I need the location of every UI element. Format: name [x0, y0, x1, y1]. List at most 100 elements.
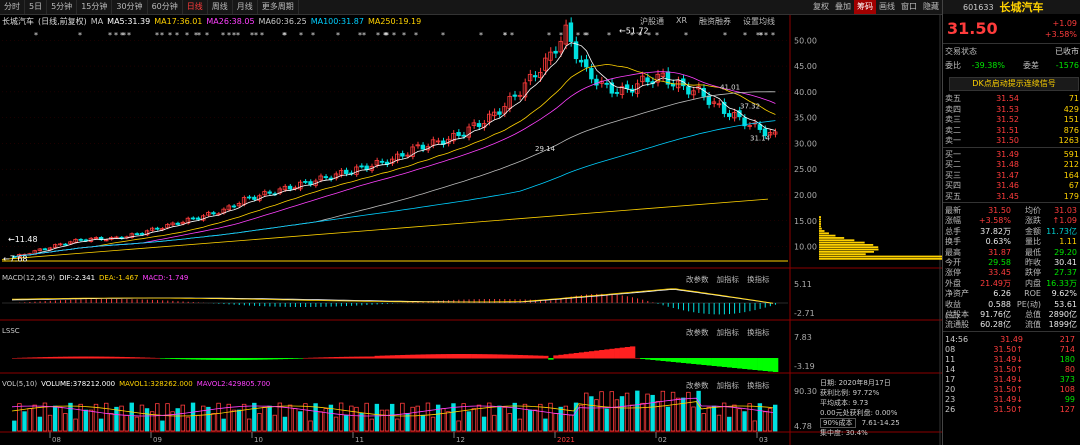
stat-row: 今开 29.58 昨收 30.41	[945, 257, 1079, 268]
lssc-bar	[446, 354, 451, 358]
vol-bar	[186, 417, 190, 431]
candle-body	[360, 166, 364, 167]
toolbar-btn-5[interactable]: 隐藏	[920, 0, 942, 14]
chip-bar	[819, 239, 854, 241]
vol-bar	[763, 412, 767, 431]
chart-link-0[interactable]: 沪股通	[640, 16, 664, 27]
lssc-bar	[477, 354, 482, 358]
vol-bar	[528, 410, 532, 431]
lssc-bar	[589, 351, 594, 358]
chip-bar	[819, 244, 873, 246]
event-marker: *	[194, 31, 198, 40]
period-tab-7[interactable]: 周线	[208, 0, 233, 14]
period-tab-4[interactable]: 30分钟	[112, 0, 147, 14]
lssc-bar	[569, 354, 574, 359]
event-marker: *	[358, 31, 362, 40]
chip-cost-select[interactable]: 90%成本	[820, 418, 856, 428]
lssc-bar	[293, 358, 298, 359]
bid-price: 31.48	[979, 159, 1019, 170]
chart-link-2[interactable]: 融资融券	[699, 16, 731, 27]
chip-bar	[819, 230, 825, 232]
period-tab-1[interactable]: 5日	[25, 0, 47, 14]
toolbar-btn-2[interactable]: 筹码	[854, 0, 876, 14]
event-marker: *	[260, 31, 264, 40]
macd-btns-2[interactable]: 换指标	[747, 274, 770, 285]
lssc-bar	[523, 355, 528, 358]
event-marker: *	[607, 31, 611, 40]
vol-bar	[441, 409, 445, 431]
lssc-bar	[124, 357, 129, 358]
chart-canvas[interactable]: 50.00 45.00 40.00 35.00 30.00 25.00 20.00 15.00…	[0, 0, 942, 445]
stock-code: 601633	[963, 3, 994, 12]
lssc-bar	[155, 358, 160, 359]
lssc-btns-0[interactable]: 改参数	[686, 327, 709, 338]
period-tab-5[interactable]: 60分钟	[148, 0, 183, 14]
event-marker: *	[311, 31, 315, 40]
vol-bar	[201, 406, 205, 431]
lssc-bar	[313, 358, 318, 359]
lssc-bar	[329, 357, 334, 358]
vol-bar	[319, 412, 323, 431]
event-marker: *	[205, 31, 209, 40]
period-tab-0[interactable]: 分时	[0, 0, 25, 14]
vol-bar	[692, 407, 696, 431]
vol-bar	[712, 406, 716, 431]
candle-body	[421, 145, 425, 149]
vol-bar	[247, 419, 251, 431]
vol-bar	[370, 419, 374, 431]
vol-btns-0[interactable]: 改参数	[686, 380, 709, 391]
vol-bar	[533, 410, 537, 431]
signal-button[interactable]: DK点启动提示连续信号	[949, 77, 1079, 91]
vol-bar	[426, 403, 430, 431]
lssc-bar	[431, 354, 436, 358]
chart-link-3[interactable]: 设置均线	[743, 16, 775, 27]
lssc-bar	[390, 355, 395, 358]
macd-btns-1[interactable]: 加指标	[717, 274, 740, 285]
period-tab-2[interactable]: 5分钟	[47, 0, 77, 14]
stat-label: 昨收	[1011, 257, 1041, 268]
stat-value: 53.61	[1041, 299, 1077, 310]
lssc-btns-1[interactable]: 加指标	[717, 327, 740, 338]
stat-row: 收益(三) 0.588 PE(动) 53.61	[945, 299, 1079, 310]
chip-bar	[819, 216, 821, 218]
chip-cost-row: 90%成本 7.61-14.25	[820, 418, 940, 428]
y-tick-label: 35.00	[794, 114, 817, 123]
lssc-bar	[68, 357, 73, 359]
ma-line-100	[15, 121, 776, 257]
ma-label-3: MA26:38.05	[206, 17, 254, 26]
period-tab-3[interactable]: 15分钟	[77, 0, 112, 14]
vol-bar	[94, 404, 98, 431]
price-change-pct: +3.58%	[1037, 29, 1077, 40]
lssc-bar	[671, 358, 676, 362]
lssc-btns-2[interactable]: 换指标	[747, 327, 770, 338]
toolbar-btn-4[interactable]: 窗口	[898, 0, 920, 14]
candle-body	[477, 123, 481, 126]
vol-bar	[513, 403, 517, 431]
lssc-bar	[145, 358, 150, 359]
lssc-bar	[83, 357, 88, 359]
lssc-bar	[226, 358, 231, 360]
stat-label: 涨幅	[945, 215, 975, 226]
bid-volume: 67	[1019, 180, 1079, 191]
macd-btns-0[interactable]: 改参数	[686, 274, 709, 285]
event-marker: *	[771, 31, 775, 40]
vol-btns-2[interactable]: 换指标	[747, 380, 770, 391]
vol-bar	[590, 397, 594, 431]
toolbar-btn-1[interactable]: 叠加	[832, 0, 854, 14]
lssc-bar	[655, 358, 660, 361]
lssc-bar	[196, 358, 201, 360]
chip-zero: 0.00元处获利盘: 0.00%	[820, 408, 940, 418]
vol-bar	[421, 415, 425, 431]
vol-buttons: 改参数 加指标 换指标	[686, 380, 770, 391]
candle-body	[625, 85, 629, 89]
lssc-bar	[538, 356, 543, 359]
lssc-bar	[53, 357, 58, 359]
period-tab-9[interactable]: 更多周期	[258, 0, 299, 14]
vol-btns-1[interactable]: 加指标	[717, 380, 740, 391]
period-tab-8[interactable]: 月线	[233, 0, 258, 14]
toolbar-btn-3[interactable]: 画线	[876, 0, 898, 14]
period-tab-6[interactable]: 日线	[183, 0, 208, 14]
vol-bar	[110, 413, 114, 431]
chart-link-1[interactable]: XR	[676, 16, 687, 27]
toolbar-btn-0[interactable]: 复权	[810, 0, 832, 14]
